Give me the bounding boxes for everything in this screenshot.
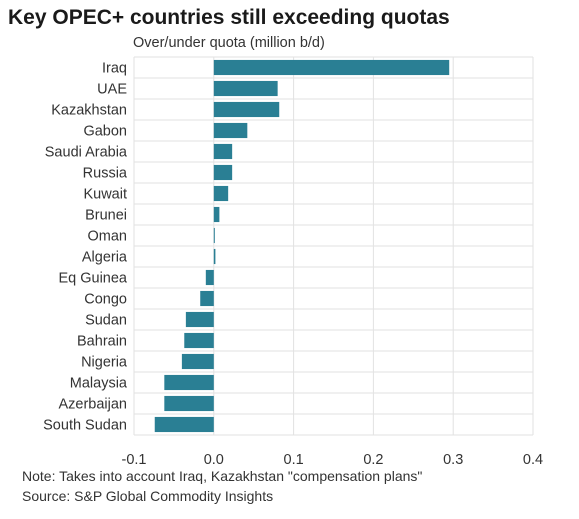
category-label: Oman <box>88 229 128 245</box>
chart-title: Key OPEC+ countries still exceeding quot… <box>8 6 450 29</box>
category-label: Nigeria <box>81 355 128 371</box>
category-label: Malaysia <box>70 376 128 392</box>
bar-oman <box>213 227 215 244</box>
category-label: Iraq <box>102 61 127 77</box>
bar-iraq <box>213 59 450 76</box>
category-label: UAE <box>97 82 127 98</box>
category-label: Algeria <box>82 250 128 266</box>
category-label: Gabon <box>83 124 127 140</box>
bar-brunei <box>213 206 220 223</box>
bar-uae <box>213 80 278 97</box>
x-tick-label: 0.3 <box>443 452 463 468</box>
bar-gabon <box>213 122 248 139</box>
bar-nigeria <box>181 353 214 370</box>
category-label: South Sudan <box>43 418 127 434</box>
category-labels: Iraq UAE Kazakhstan Gabon Saudi Arabia Russia… <box>43 61 128 434</box>
x-tick-label: 0.4 <box>523 452 543 468</box>
bar-saudi-arabia <box>213 143 233 160</box>
bar-eq-guinea <box>205 269 214 286</box>
x-tick-labels: -0.1 0.0 0.1 0.2 0.3 0.4 <box>122 452 544 468</box>
category-label: Kuwait <box>83 187 127 203</box>
grid-lines <box>133 56 534 436</box>
bar-malaysia <box>164 374 214 391</box>
x-tick-label: 0.1 <box>284 452 304 468</box>
bar-sudan <box>185 311 214 328</box>
x-tick-label: 0.2 <box>363 452 383 468</box>
chart-note: Note: Takes into account Iraq, Kazakhsta… <box>22 468 423 484</box>
bar-south-sudan <box>154 416 214 433</box>
bars <box>154 59 450 433</box>
chart-source: Source: S&P Global Commodity Insights <box>22 488 274 504</box>
chart-subtitle: Over/under quota (million b/d) <box>133 35 325 51</box>
x-tick-label: -0.1 <box>122 452 147 468</box>
category-label: Saudi Arabia <box>45 145 128 161</box>
bar-bahrain <box>184 332 214 349</box>
category-label: Azerbaijan <box>58 397 127 413</box>
bar-kuwait <box>213 185 229 202</box>
category-label: Brunei <box>85 208 127 224</box>
category-label: Sudan <box>85 313 127 329</box>
bar-congo <box>200 290 214 307</box>
bar-kazakhstan <box>213 101 280 118</box>
category-label: Bahrain <box>77 334 127 350</box>
category-label: Eq Guinea <box>58 271 127 287</box>
category-label: Russia <box>83 166 128 182</box>
bar-russia <box>213 164 233 181</box>
x-tick-label: 0.0 <box>204 452 224 468</box>
bar-algeria <box>213 248 216 265</box>
bar-azerbaijan <box>164 395 214 412</box>
category-label: Kazakhstan <box>51 103 127 119</box>
category-label: Congo <box>84 292 127 308</box>
